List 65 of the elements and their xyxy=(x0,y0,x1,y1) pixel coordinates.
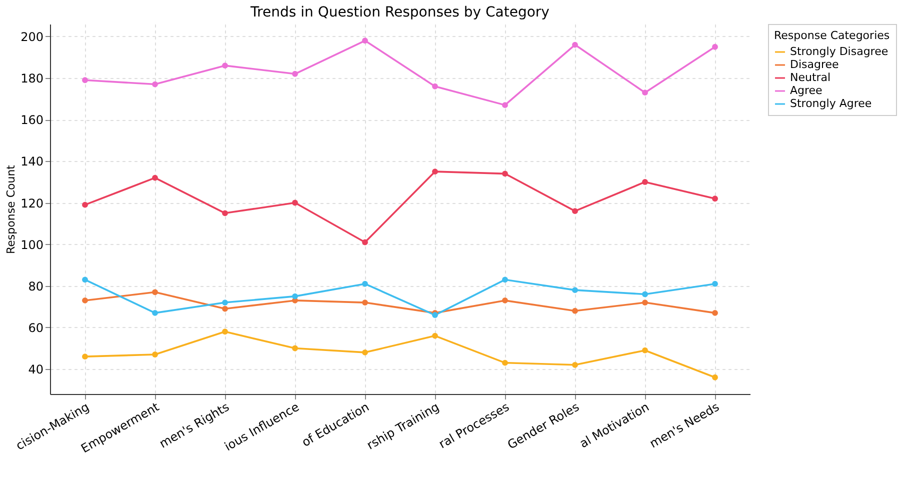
point xyxy=(362,38,368,44)
point xyxy=(502,276,508,283)
point xyxy=(82,298,88,304)
point xyxy=(432,83,438,90)
legend-label: Strongly Agree xyxy=(790,97,872,110)
y-tick-label: 60 xyxy=(28,320,44,335)
point xyxy=(642,347,648,354)
y-tick-label: 160 xyxy=(20,113,44,128)
point xyxy=(642,90,648,96)
point xyxy=(222,300,228,306)
y-tick-label: 40 xyxy=(28,362,44,377)
point xyxy=(712,44,718,50)
point xyxy=(642,291,648,298)
point xyxy=(432,312,438,318)
point xyxy=(642,179,648,185)
point xyxy=(362,349,368,356)
y-tick-label: 180 xyxy=(20,72,44,86)
point xyxy=(502,298,508,304)
point xyxy=(712,196,718,202)
point xyxy=(502,102,508,108)
point xyxy=(152,174,158,181)
point xyxy=(572,42,578,48)
point xyxy=(572,287,578,294)
point xyxy=(362,280,368,287)
y-tick-label: 80 xyxy=(28,279,44,294)
point xyxy=(222,210,228,216)
point xyxy=(292,70,298,77)
y-tick-label: 200 xyxy=(20,30,44,44)
point xyxy=(572,362,578,368)
point xyxy=(152,289,158,296)
point xyxy=(502,170,508,177)
point xyxy=(712,374,718,380)
point xyxy=(292,345,298,352)
y-axis-title: Response Count xyxy=(4,164,18,254)
point xyxy=(222,306,228,312)
point xyxy=(82,354,88,360)
point xyxy=(222,62,228,69)
point xyxy=(82,202,88,208)
point xyxy=(572,208,578,214)
point xyxy=(432,332,438,339)
point xyxy=(82,77,88,84)
point xyxy=(292,200,298,206)
point xyxy=(82,276,88,283)
point xyxy=(362,239,368,246)
legend-label: Neutral xyxy=(790,71,831,84)
point xyxy=(152,352,158,358)
point xyxy=(152,310,158,316)
point xyxy=(432,168,438,175)
point xyxy=(642,300,648,306)
point xyxy=(712,280,718,287)
legend-label: Disagree xyxy=(790,58,840,71)
point xyxy=(362,300,368,306)
point xyxy=(712,310,718,316)
legend-label: Agree xyxy=(790,84,823,97)
y-tick-label: 100 xyxy=(20,238,44,252)
legend-label: Strongly Disagree xyxy=(790,45,888,58)
point xyxy=(292,293,298,300)
y-tick-label: 140 xyxy=(20,154,44,169)
chart-title: Trends in Question Responses by Category xyxy=(250,4,550,20)
point xyxy=(152,81,158,88)
legend-title: Response Categories xyxy=(774,29,890,42)
point xyxy=(502,360,508,366)
point xyxy=(222,328,228,335)
point xyxy=(572,308,578,314)
y-tick-label: 120 xyxy=(20,196,44,210)
